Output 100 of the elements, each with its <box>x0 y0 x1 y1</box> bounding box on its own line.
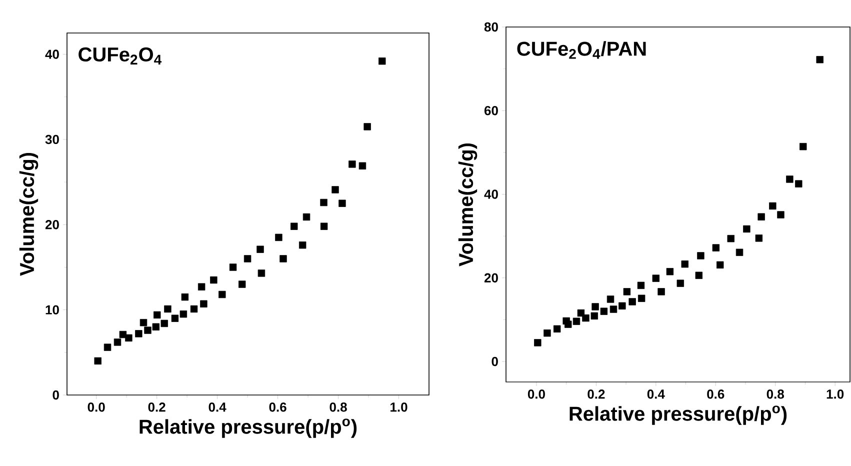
x-tick-label: 0.2 <box>148 402 166 412</box>
x-tick-label: 1.0 <box>826 390 844 399</box>
point <box>681 260 688 268</box>
x-tick-label: 0.0 <box>88 402 105 412</box>
point <box>637 282 645 290</box>
point <box>256 246 264 253</box>
y-tick-label: 0 <box>52 390 59 400</box>
point <box>572 318 580 325</box>
y-tick-label: 60 <box>484 106 498 116</box>
x-tick-label: 1.0 <box>390 402 408 412</box>
point <box>181 293 189 301</box>
point <box>320 222 328 230</box>
point <box>152 323 160 330</box>
point <box>348 160 356 168</box>
text: CUFe$_{2}$O$_{4}$ <box>78 47 162 64</box>
point <box>727 234 734 242</box>
point <box>610 306 618 313</box>
point <box>544 329 551 337</box>
point <box>332 186 339 194</box>
point <box>164 305 172 313</box>
point <box>553 325 561 332</box>
point <box>364 123 371 130</box>
point <box>564 320 572 328</box>
x-tick-label: 0.0 <box>528 390 545 399</box>
x-tick-label: 0.8 <box>766 390 784 399</box>
point <box>736 248 744 256</box>
point <box>695 272 703 279</box>
point <box>210 276 218 284</box>
point <box>755 234 763 242</box>
point <box>816 56 824 64</box>
point <box>160 320 168 328</box>
point <box>229 264 237 271</box>
point <box>338 200 346 207</box>
point <box>712 244 720 252</box>
point <box>218 290 226 298</box>
point <box>114 338 122 346</box>
point <box>716 261 724 269</box>
point <box>582 314 590 322</box>
point <box>606 296 614 303</box>
y-tick-label: 10 <box>46 305 59 314</box>
x-axis-title: Relative pressure(p/p$^{o}$) <box>140 418 357 438</box>
y-tick-label: 0 <box>492 356 498 366</box>
point <box>666 268 674 276</box>
point <box>534 339 542 346</box>
y-tick-label: 20 <box>45 220 59 230</box>
point <box>244 255 252 262</box>
point <box>275 234 282 242</box>
y-axis-title: Volume(cc/g) <box>458 143 478 266</box>
point <box>125 334 132 342</box>
point <box>302 213 310 221</box>
text: CUFe$_{2}$O$_{4}$/PAN <box>517 41 646 59</box>
x-axis-title: Relative pressure(p/p$^{o}$) <box>570 406 787 425</box>
y-tick-label: 80 <box>484 22 498 32</box>
point <box>298 241 306 249</box>
point <box>154 311 161 319</box>
y-tick-label: 30 <box>45 134 59 144</box>
point <box>592 303 599 310</box>
point <box>758 213 765 220</box>
x-tick-label: 0.6 <box>269 402 286 412</box>
x-tick-label: 0.4 <box>647 390 665 399</box>
point <box>618 302 626 310</box>
point <box>658 288 665 296</box>
point <box>777 211 784 218</box>
x-tick-label: 0.8 <box>330 402 347 412</box>
point <box>280 255 287 262</box>
point <box>795 180 802 188</box>
point <box>676 280 684 287</box>
point <box>628 298 636 306</box>
point <box>180 310 188 318</box>
y-tick-label: 40 <box>45 50 59 59</box>
point <box>238 280 246 288</box>
x-tick-label: 0.4 <box>208 402 226 412</box>
point <box>104 344 112 351</box>
point <box>320 198 328 206</box>
point <box>743 225 750 233</box>
point <box>769 202 776 210</box>
y-axis-title: Volume(cc/g) <box>19 152 38 276</box>
point <box>135 330 142 338</box>
point <box>144 326 152 334</box>
point <box>378 58 386 65</box>
point <box>258 270 266 277</box>
point <box>190 305 198 313</box>
point <box>800 142 807 150</box>
point <box>290 222 298 230</box>
point <box>140 319 148 326</box>
point <box>590 312 598 320</box>
x-tick-label: 0.2 <box>588 390 605 399</box>
point <box>638 294 646 302</box>
point <box>786 176 794 183</box>
point <box>600 308 608 315</box>
y-tick-label: 20 <box>484 273 498 282</box>
point <box>171 314 179 322</box>
point <box>652 274 660 282</box>
x-tick-label: 0.6 <box>707 390 724 399</box>
point <box>198 283 206 290</box>
point <box>623 288 631 296</box>
point <box>94 357 102 365</box>
point <box>200 300 208 308</box>
y-tick-label: 40 <box>484 190 498 199</box>
point <box>697 252 704 260</box>
